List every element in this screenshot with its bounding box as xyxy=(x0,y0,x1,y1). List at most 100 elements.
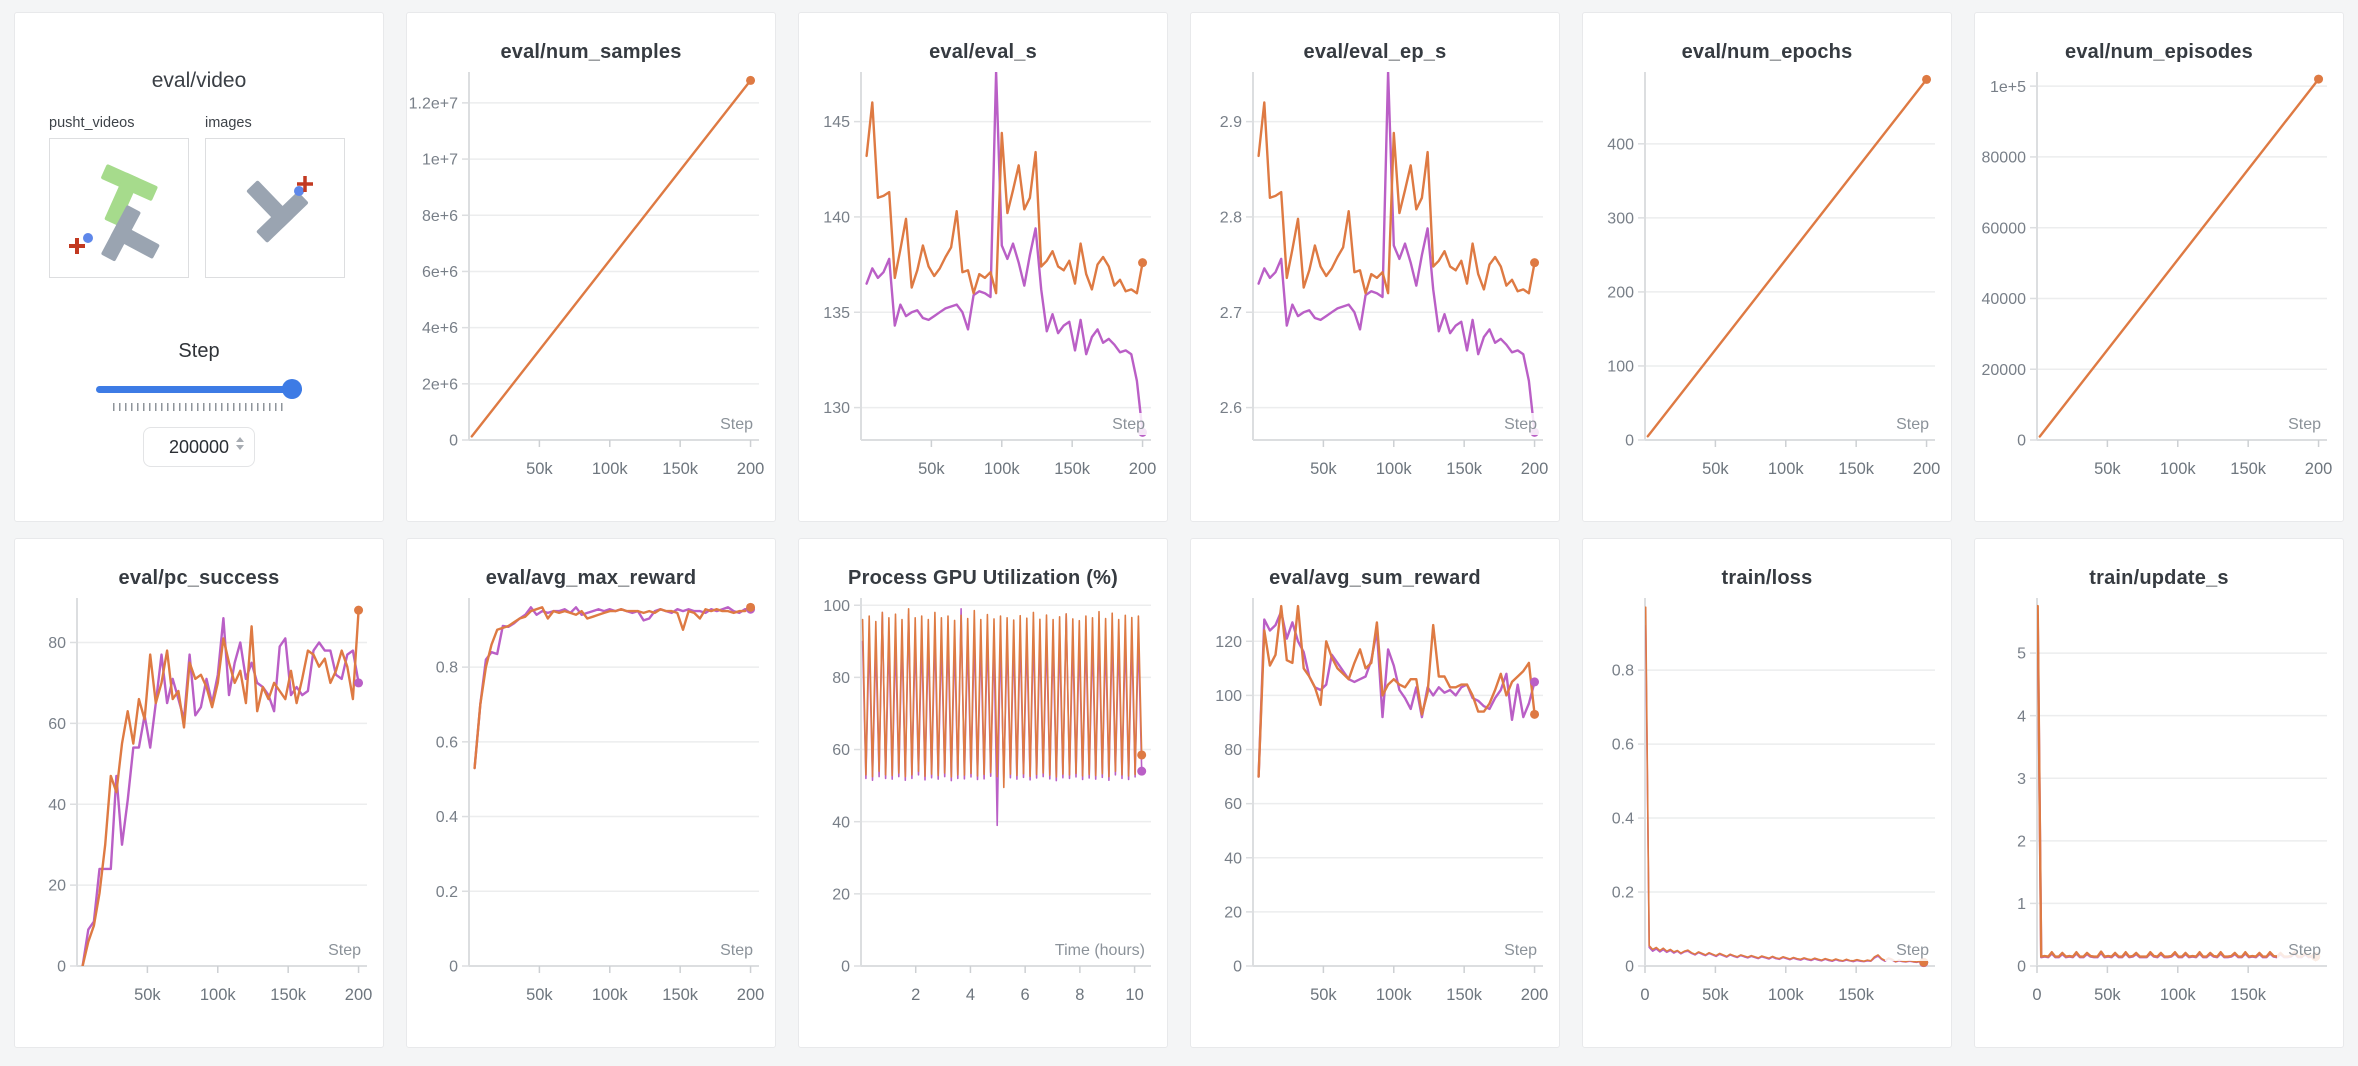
svg-text:20: 20 xyxy=(832,886,850,903)
chart-plot[interactable]: 0 2e+6 4e+6 6e+6 8e+6 1e+7 1.2e+7 50k 100k 150k 20… xyxy=(407,64,775,502)
target-cross-icon xyxy=(69,238,85,254)
svg-text:200: 200 xyxy=(737,986,765,1004)
svg-text:0: 0 xyxy=(2032,986,2041,1004)
x-axis-label: Step xyxy=(2288,942,2321,959)
chart-plot[interactable]: 130 135 140 145 50k 100k 150k 200 Step xyxy=(799,64,1167,502)
series-end-dot-run-orange xyxy=(1530,709,1540,719)
series-end-dot-run-orange xyxy=(1138,258,1148,268)
svg-text:40: 40 xyxy=(48,797,66,814)
svg-text:100: 100 xyxy=(1607,359,1634,376)
svg-text:200: 200 xyxy=(1129,460,1157,478)
chart-plot[interactable]: 2.6 2.7 2.8 2.9 50k 100k 150k 200 Step xyxy=(1191,64,1559,502)
step-number-input[interactable]: 200000 xyxy=(143,427,255,467)
chart-panel-eval-eval-ep-s[interactable]: eval/eval_ep_s 2.6 2.7 2.8 2.9 50k 100k 150k 200… xyxy=(1190,12,1560,522)
svg-text:150k: 150k xyxy=(1838,986,1875,1004)
svg-text:60000: 60000 xyxy=(1982,220,2027,237)
chart-plot[interactable]: 0 100 200 300 400 50k 100k 150k 200 Step xyxy=(1583,64,1951,502)
svg-text:0: 0 xyxy=(841,959,850,976)
svg-text:1: 1 xyxy=(2017,896,2026,913)
pusht-scene xyxy=(69,164,160,262)
svg-text:50k: 50k xyxy=(2094,460,2121,478)
step-slider[interactable] xyxy=(96,379,302,399)
svg-text:0.2: 0.2 xyxy=(1612,885,1634,902)
chart-panel-eval-num-episodes[interactable]: eval/num_episodes 0 20000 40000 60000 80000 1e… xyxy=(1974,12,2344,522)
chart-panel-eval-avg-max-reward[interactable]: eval/avg_max_reward 0 0.2 0.4 0.6 0.8 50k 100k 1… xyxy=(406,538,776,1048)
spinner-down-icon[interactable] xyxy=(236,445,244,450)
panel-eval-video[interactable]: eval/video pusht_videos xyxy=(14,12,384,522)
chart-plot[interactable]: 0 0.2 0.4 0.6 0.8 50k 100k 150k 200 Step xyxy=(407,590,775,1028)
chart-panel-eval-avg-sum-reward[interactable]: eval/avg_sum_reward 0 20 40 60 80 100 120 50k 100… xyxy=(1190,538,1560,1048)
svg-text:0.6: 0.6 xyxy=(436,734,458,751)
series-line-run-orange xyxy=(470,79,752,438)
svg-text:150k: 150k xyxy=(662,460,699,478)
series-end-dot-run-orange xyxy=(2314,74,2324,84)
chart-title: train/loss xyxy=(1721,567,1813,589)
media-item-pusht: pusht_videos xyxy=(49,115,189,278)
chart-plot[interactable]: 0 20 40 60 80 100 2 4 6 8 10 Time (hours) xyxy=(799,590,1167,1028)
svg-text:8e+6: 8e+6 xyxy=(422,208,458,225)
x-axis-label: Step xyxy=(1112,416,1145,433)
chart-panel-eval-num-epochs[interactable]: eval/num_epochs 0 100 200 300 400 50k 100k 150k 2… xyxy=(1582,12,1952,522)
svg-text:200: 200 xyxy=(737,460,765,478)
series-end-dot-run-orange xyxy=(354,605,364,615)
chart-plot[interactable]: 0 20 40 60 80 100 120 50k 100k 150k 200 Step xyxy=(1191,590,1559,1028)
video-thumbnail-pusht[interactable] xyxy=(49,138,189,278)
media-item-images: images xyxy=(205,115,345,278)
chart-panel-eval-num-samples[interactable]: eval/num_samples 0 2e+6 4e+6 6e+6 8e+6 1e+7 1.2… xyxy=(406,12,776,522)
chart-panel-eval-eval-s[interactable]: eval/eval_s 130 135 140 145 50k 100k 150k 200 Ste… xyxy=(798,12,1168,522)
svg-text:100k: 100k xyxy=(1376,986,1413,1004)
series-line-run-orange xyxy=(865,101,1144,295)
chart-plot[interactable]: 0 20 40 60 80 50k 100k 150k 200 Step xyxy=(15,590,383,1028)
chart-title: eval/pc_success xyxy=(118,567,280,589)
svg-text:1e+5: 1e+5 xyxy=(1990,79,2026,96)
chart-plot[interactable]: 0 20000 40000 60000 80000 1e+5 50k 100k 150k 200 S… xyxy=(1975,64,2343,502)
svg-text:0: 0 xyxy=(1625,433,1634,450)
svg-text:50k: 50k xyxy=(1310,460,1337,478)
spinner-up-icon[interactable] xyxy=(236,437,244,442)
x-axis-label: Time (hours) xyxy=(1055,942,1145,959)
video-thumbnail-images[interactable] xyxy=(205,138,345,278)
chart-title: eval/eval_s xyxy=(929,41,1037,63)
x-axis-label: Step xyxy=(720,942,753,959)
media-label: pusht_videos xyxy=(49,115,135,131)
svg-text:135: 135 xyxy=(823,305,850,322)
svg-text:400: 400 xyxy=(1607,136,1634,153)
svg-text:150k: 150k xyxy=(1838,460,1875,478)
svg-text:100k: 100k xyxy=(592,460,629,478)
chart-title: train/update_s xyxy=(2089,567,2229,589)
svg-text:60: 60 xyxy=(1224,796,1242,813)
chart-panel-process-gpu-utilization[interactable]: Process GPU Utilization (%) 0 20 40 60 80 100 2… xyxy=(798,538,1168,1048)
svg-text:50k: 50k xyxy=(1702,986,1729,1004)
chart-panel-eval-pc-success[interactable]: eval/pc_success 0 20 40 60 80 50k 100k 150k 200 St… xyxy=(14,538,384,1048)
chart-plot[interactable]: 0 1 2 3 4 5 0 50k 100k 150k Step xyxy=(1975,590,2343,1028)
svg-text:150k: 150k xyxy=(1054,460,1091,478)
svg-text:0: 0 xyxy=(1233,959,1242,976)
series-line-run-purple xyxy=(1257,72,1536,434)
slider-thumb[interactable] xyxy=(282,379,302,399)
svg-text:8: 8 xyxy=(1075,986,1084,1004)
chart-panel-train-update-s[interactable]: train/update_s 0 1 2 3 4 5 0 50k 100k 150k Step xyxy=(1974,538,2344,1048)
chart-plot[interactable]: 0 0.2 0.4 0.6 0.8 0 50k 100k 150k Step xyxy=(1583,590,1951,1028)
step-value: 200000 xyxy=(168,436,230,457)
step-slider-label: Step xyxy=(178,340,220,362)
svg-text:0.4: 0.4 xyxy=(1612,811,1634,828)
slider-track[interactable] xyxy=(96,386,302,393)
svg-text:150k: 150k xyxy=(1446,460,1483,478)
svg-text:20000: 20000 xyxy=(1982,362,2027,379)
chart-title: eval/num_episodes xyxy=(2065,41,2253,63)
series-line-run-orange xyxy=(473,606,752,770)
chart-title: eval/avg_max_reward xyxy=(485,567,697,589)
media-label: images xyxy=(205,115,252,131)
svg-text:200: 200 xyxy=(345,986,373,1004)
series-line-run-orange xyxy=(81,608,360,966)
svg-text:6: 6 xyxy=(1021,986,1030,1004)
series-line-run-purple xyxy=(2037,614,2317,959)
svg-text:80000: 80000 xyxy=(1982,150,2027,167)
svg-text:0: 0 xyxy=(2017,959,2026,976)
svg-text:130: 130 xyxy=(823,400,850,417)
svg-text:100: 100 xyxy=(1215,688,1242,705)
svg-text:140: 140 xyxy=(823,210,850,227)
chart-panel-train-loss[interactable]: train/loss 0 0.2 0.4 0.6 0.8 0 50k 100k 150k Step xyxy=(1582,538,1952,1048)
gray-tee-shape xyxy=(101,205,160,262)
